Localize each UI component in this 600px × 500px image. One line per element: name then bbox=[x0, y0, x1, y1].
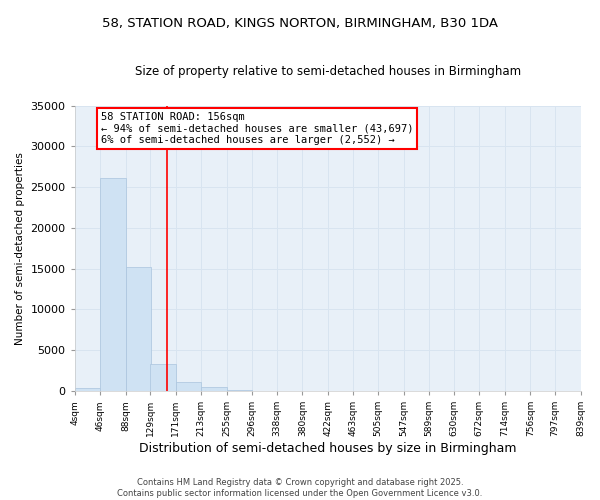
Bar bbox=[151, 364, 176, 391]
Text: 58, STATION ROAD, KINGS NORTON, BIRMINGHAM, B30 1DA: 58, STATION ROAD, KINGS NORTON, BIRMINGH… bbox=[102, 18, 498, 30]
Title: Size of property relative to semi-detached houses in Birmingham: Size of property relative to semi-detach… bbox=[134, 65, 521, 78]
Bar bbox=[125, 267, 151, 391]
Bar bbox=[176, 382, 202, 391]
Y-axis label: Number of semi-detached properties: Number of semi-detached properties bbox=[15, 152, 25, 344]
Bar bbox=[100, 178, 125, 391]
Bar bbox=[227, 390, 252, 391]
Bar bbox=[202, 388, 227, 391]
Text: 58 STATION ROAD: 156sqm
← 94% of semi-detached houses are smaller (43,697)
6% of: 58 STATION ROAD: 156sqm ← 94% of semi-de… bbox=[101, 112, 413, 146]
X-axis label: Distribution of semi-detached houses by size in Birmingham: Distribution of semi-detached houses by … bbox=[139, 442, 517, 455]
Bar bbox=[75, 388, 100, 391]
Text: Contains HM Land Registry data © Crown copyright and database right 2025.
Contai: Contains HM Land Registry data © Crown c… bbox=[118, 478, 482, 498]
